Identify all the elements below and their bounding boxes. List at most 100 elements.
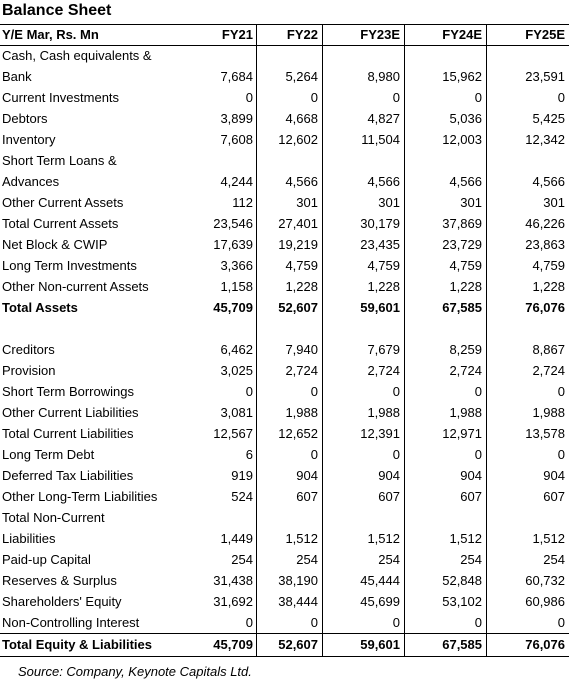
row-value: 5,264 — [285, 69, 318, 84]
table-row: Total Current Liabilities 12,567 12,652 12,… — [0, 423, 569, 444]
table-row: Other Current Liabilities 3,081 1,988 1,988… — [0, 402, 569, 423]
row-value: 254 — [543, 552, 565, 567]
row-value: 301 — [378, 195, 400, 210]
row-value: 15,962 — [442, 69, 482, 84]
row-value: 31,438 — [213, 573, 253, 588]
row-value: 53,102 — [442, 594, 482, 609]
row-value: 4,759 — [285, 258, 318, 273]
row-value: 4,759 — [367, 258, 400, 273]
source-note: Source: Company, Keynote Capitals Ltd. — [18, 664, 252, 679]
row-value: 0 — [557, 447, 565, 462]
row-value: 38,190 — [278, 573, 318, 588]
row-value: 30,179 — [360, 216, 400, 231]
row-value: 0 — [392, 615, 400, 630]
row-value: 904 — [543, 468, 565, 483]
row-value: 23,863 — [525, 237, 565, 252]
row-value: 60,732 — [525, 573, 565, 588]
row-value: 0 — [474, 447, 482, 462]
row-value: 4,244 — [220, 174, 253, 189]
row-label-continued: Bank — [2, 69, 32, 84]
row-value: 607 — [460, 489, 482, 504]
row-value: 67,585 — [442, 637, 482, 652]
header-year: FY21 — [221, 27, 253, 42]
row-label: Provision — [2, 363, 56, 378]
header-year: FY24E — [442, 27, 482, 42]
row-value: 0 — [474, 90, 482, 105]
row-value: 27,401 — [278, 216, 318, 231]
row-value: 7,608 — [220, 132, 253, 147]
row-value: 1,228 — [532, 279, 565, 294]
row-value: 23,729 — [442, 237, 482, 252]
row-value: 45,444 — [360, 573, 400, 588]
row-label: Inventory — [2, 132, 56, 147]
row-value: 37,869 — [442, 216, 482, 231]
header-label: Y/E Mar, Rs. Mn — [2, 27, 99, 42]
row-label-continued: Liabilities — [2, 531, 56, 546]
row-value: 0 — [310, 384, 318, 399]
row-label: Deferred Tax Liabilities — [2, 468, 134, 483]
row-value: 45,699 — [360, 594, 400, 609]
row-value: 2,724 — [532, 363, 565, 378]
row-label: Total Current Assets — [2, 216, 119, 231]
row-value: 2,724 — [285, 363, 318, 378]
row-value: 607 — [543, 489, 565, 504]
row-value: 0 — [245, 384, 253, 399]
table-title: Balance Sheet — [2, 2, 112, 19]
table-row: Reserves & Surplus 31,438 38,190 45,444 52,8… — [0, 570, 569, 591]
row-value: 31,692 — [213, 594, 253, 609]
row-value: 7,684 — [220, 69, 253, 84]
row-value: 1,228 — [367, 279, 400, 294]
table-row: Short Term Loans & Advances 4,244 4,566 4,56… — [0, 150, 569, 192]
row-value: 4,566 — [449, 174, 482, 189]
row-label: Shareholders' Equity — [2, 594, 122, 609]
row-value: 12,602 — [278, 132, 318, 147]
row-value: 12,971 — [442, 426, 482, 441]
row-value: 23,546 — [213, 216, 253, 231]
row-value: 0 — [310, 90, 318, 105]
row-value: 46,226 — [525, 216, 565, 231]
row-value: 23,591 — [525, 69, 565, 84]
row-label: Total Assets — [2, 300, 78, 315]
row-value: 12,342 — [525, 132, 565, 147]
table-row: Cash, Cash equivalents & Bank 7,684 5,264 8,… — [0, 45, 569, 87]
row-value: 3,081 — [220, 405, 253, 420]
row-value: 0 — [245, 615, 253, 630]
table-row: Long Term Investments 3,366 4,759 4,759 4,75… — [0, 255, 569, 276]
row-label: Long Term Debt — [2, 447, 95, 462]
row-label: Other Long-Term Liabilities — [2, 489, 158, 504]
table-row: Total Current Assets 23,546 27,401 30,179 37… — [0, 213, 569, 234]
row-value: 4,566 — [532, 174, 565, 189]
row-value: 52,607 — [278, 637, 318, 652]
row-value: 301 — [543, 195, 565, 210]
row-value: 4,759 — [449, 258, 482, 273]
row-label-continued: Advances — [2, 174, 60, 189]
row-value: 0 — [557, 90, 565, 105]
table-row: Total Non-Current Liabilities 1,449 1,512 1,… — [0, 507, 569, 549]
table-row: Total Assets 45,709 52,607 59,601 67,585 76,0… — [0, 297, 569, 318]
row-value: 919 — [231, 468, 253, 483]
row-value: 607 — [296, 489, 318, 504]
table-bottom-rule — [0, 656, 569, 657]
table-row: Other Current Assets 112 301 301 301 301 — [0, 192, 569, 213]
row-label: Reserves & Surplus — [2, 573, 117, 588]
row-value: 4,759 — [532, 258, 565, 273]
row-label: Other Non-current Assets — [2, 279, 149, 294]
row-value: 1,988 — [449, 405, 482, 420]
row-value: 0 — [392, 447, 400, 462]
row-value: 1,228 — [285, 279, 318, 294]
row-value: 0 — [392, 384, 400, 399]
header-year: FY22 — [286, 27, 318, 42]
row-value: 4,566 — [285, 174, 318, 189]
row-value: 301 — [460, 195, 482, 210]
table-row: Inventory 7,608 12,602 11,504 12,003 12,342 — [0, 129, 569, 150]
table-row: Other Non-current Assets 1,158 1,228 1,228 1… — [0, 276, 569, 297]
row-value: 4,668 — [285, 111, 318, 126]
row-value: 23,435 — [360, 237, 400, 252]
row-value: 0 — [557, 384, 565, 399]
table-row: Other Long-Term Liabilities 524 607 607 607 6… — [0, 486, 569, 507]
row-value: 59,601 — [360, 300, 400, 315]
header-year: FY23E — [360, 27, 400, 42]
row-value: 8,867 — [532, 342, 565, 357]
row-value: 52,607 — [278, 300, 318, 315]
row-value: 904 — [378, 468, 400, 483]
